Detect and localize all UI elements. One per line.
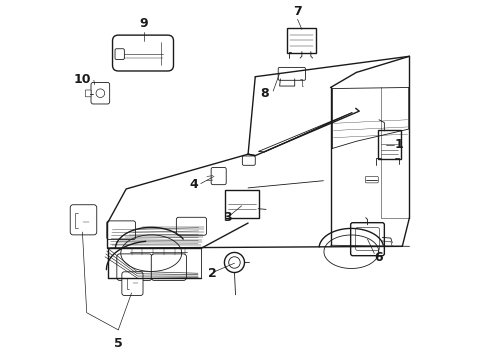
FancyBboxPatch shape (350, 223, 384, 256)
FancyBboxPatch shape (85, 90, 91, 97)
Text: 5: 5 (114, 337, 122, 350)
Text: 6: 6 (373, 251, 382, 264)
FancyBboxPatch shape (286, 28, 316, 53)
Text: 4: 4 (189, 178, 198, 191)
FancyBboxPatch shape (224, 190, 259, 218)
FancyBboxPatch shape (151, 254, 186, 280)
FancyBboxPatch shape (176, 217, 206, 235)
Circle shape (96, 89, 104, 98)
FancyBboxPatch shape (355, 228, 379, 250)
Circle shape (228, 257, 240, 268)
Text: 8: 8 (260, 87, 268, 100)
Text: 7: 7 (293, 5, 301, 18)
FancyBboxPatch shape (106, 221, 135, 239)
Circle shape (224, 252, 244, 273)
Text: 10: 10 (73, 73, 91, 86)
Text: 3: 3 (223, 211, 231, 224)
FancyBboxPatch shape (377, 130, 400, 159)
FancyBboxPatch shape (117, 254, 152, 280)
Text: 2: 2 (207, 267, 216, 280)
FancyBboxPatch shape (115, 49, 124, 59)
FancyBboxPatch shape (278, 67, 305, 80)
FancyBboxPatch shape (365, 176, 378, 183)
FancyBboxPatch shape (70, 205, 97, 235)
FancyBboxPatch shape (112, 35, 173, 71)
FancyBboxPatch shape (91, 82, 109, 104)
FancyBboxPatch shape (211, 167, 226, 185)
FancyBboxPatch shape (122, 272, 142, 296)
Text: 9: 9 (140, 17, 148, 30)
FancyBboxPatch shape (242, 156, 255, 165)
Text: 1: 1 (394, 138, 402, 151)
